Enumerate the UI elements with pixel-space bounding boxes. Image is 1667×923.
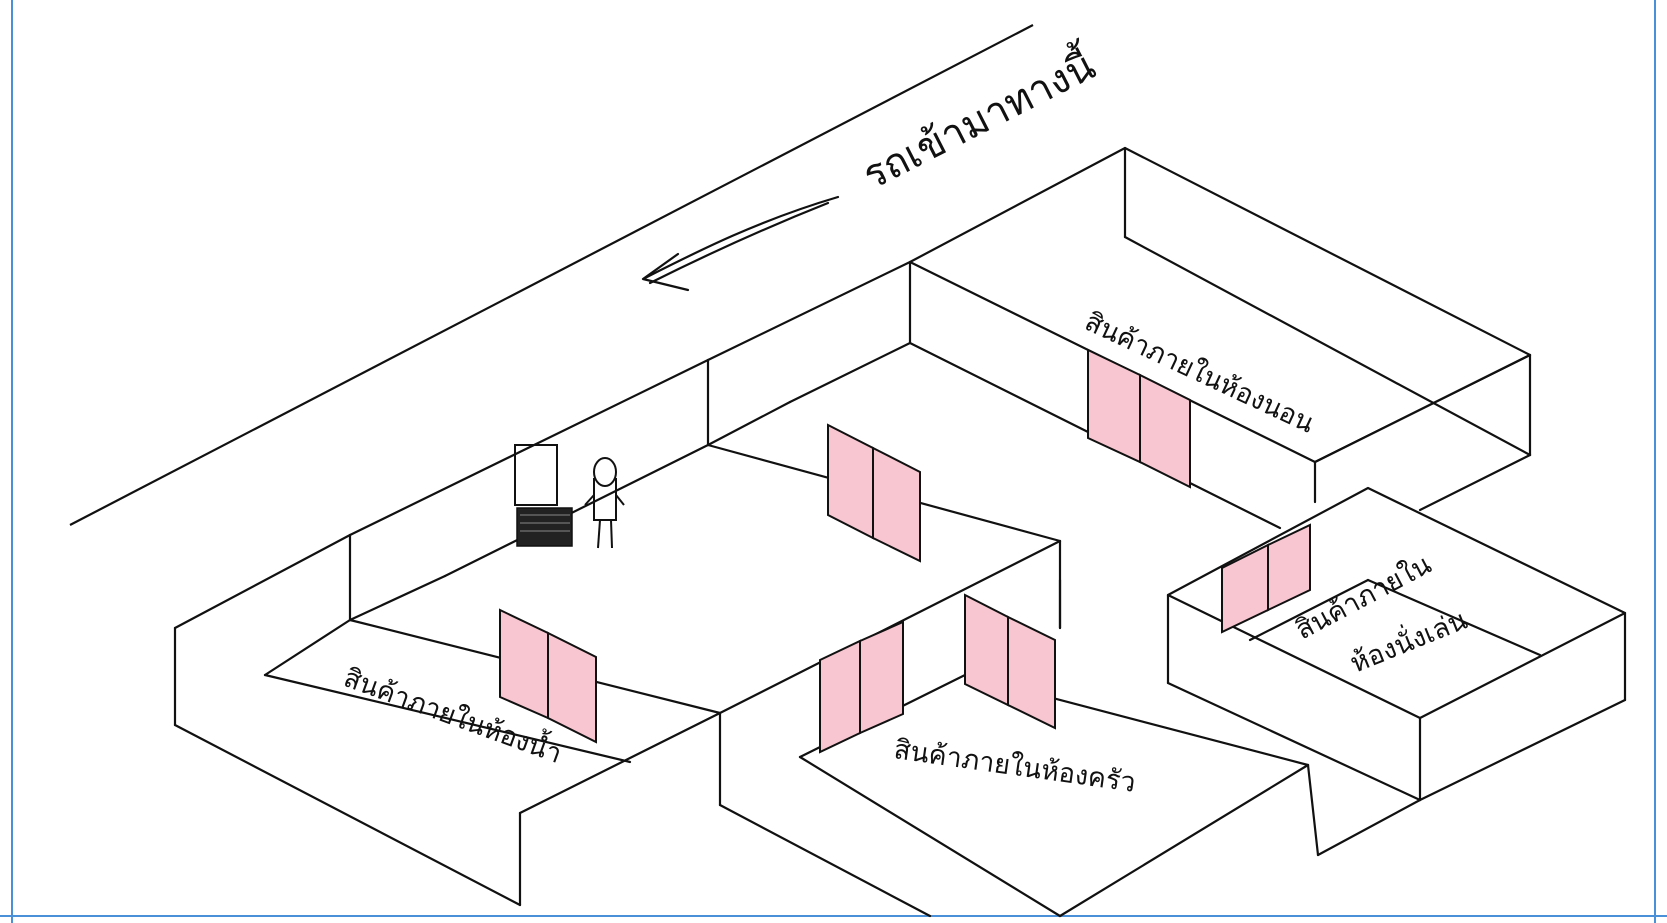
door-bedroom — [1087, 348, 1191, 489]
signboard-icon — [514, 444, 573, 547]
kitchen-zone-label: สินค้าภายในห้องครัว — [892, 733, 1138, 799]
bedroom-zone — [908, 146, 1532, 512]
door-bathroom — [499, 608, 597, 744]
door-living-room — [1221, 523, 1311, 634]
person-icon — [584, 457, 625, 549]
door-kitchen-left — [819, 620, 904, 754]
door-main-floor — [827, 423, 921, 563]
bedroom-top-outline — [908, 146, 1532, 464]
bathroom-zone — [173, 533, 722, 907]
road-line — [69, 24, 1034, 526]
main-floor — [348, 358, 1062, 630]
entrance-direction-label: รถเข้ามาทางนี้ — [852, 36, 1103, 199]
door-kitchen-right — [964, 593, 1056, 730]
entrance-arrow-icon — [641, 195, 840, 292]
corridor-walls — [706, 260, 1282, 530]
living-room-zone — [1166, 486, 1627, 857]
